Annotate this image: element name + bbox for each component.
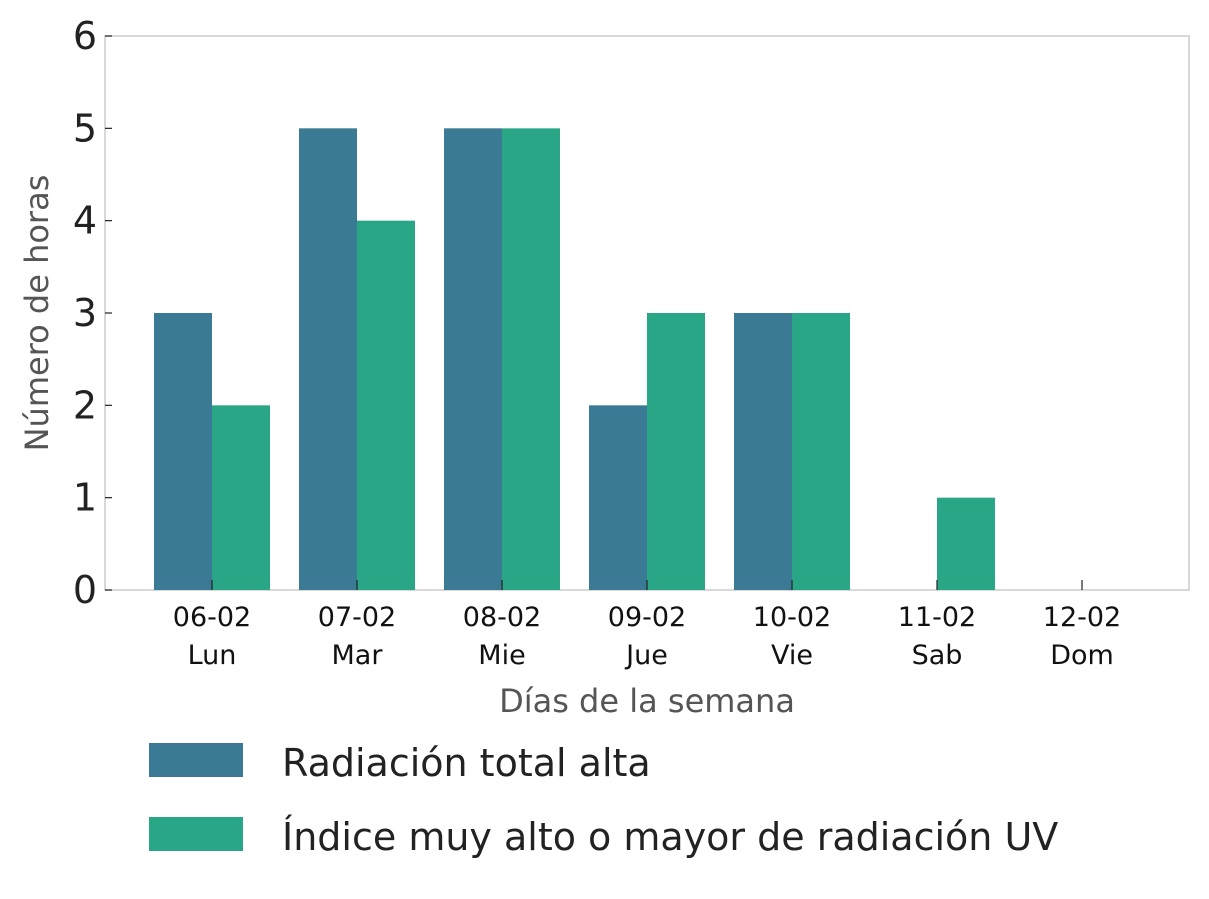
y-tick-label-5: 5 bbox=[73, 106, 97, 150]
bar-s2-11-02 bbox=[937, 497, 995, 590]
bar-s2-10-02 bbox=[792, 313, 850, 590]
y-tick-label-6: 6 bbox=[73, 14, 97, 58]
y-tick-label-3: 3 bbox=[73, 291, 97, 335]
x-tick-day-Lun: Lun bbox=[188, 640, 237, 671]
legend-swatch-1 bbox=[149, 743, 243, 777]
x-tick-date-08-02: 08-02 bbox=[463, 602, 541, 633]
bar-s2-06-02 bbox=[212, 405, 270, 590]
x-tick-day-Vie: Vie bbox=[771, 640, 813, 671]
y-axis-title: Número de horas bbox=[18, 175, 56, 452]
x-tick-date-07-02: 07-02 bbox=[318, 602, 396, 633]
x-tick-day-Sab: Sab bbox=[912, 640, 963, 671]
y-axis-ticks: 0 1 2 3 4 5 6 bbox=[73, 14, 112, 612]
bar-s2-08-02 bbox=[502, 128, 560, 591]
x-axis-ticks: 06-02 Lun 07-02 Mar 08-02 Mie 09-02 Jue 10-02 Vie… bbox=[173, 580, 1121, 671]
y-tick-label-4: 4 bbox=[73, 199, 97, 243]
y-tick-label-0: 0 bbox=[73, 568, 97, 612]
bar-s1-09-02 bbox=[589, 405, 647, 590]
legend-swatch-2 bbox=[149, 817, 243, 851]
x-tick-day-Mar: Mar bbox=[332, 640, 384, 671]
x-tick-day-Jue: Jue bbox=[624, 640, 668, 671]
x-tick-date-06-02: 06-02 bbox=[173, 602, 251, 633]
x-tick-day-Mie: Mie bbox=[478, 640, 525, 671]
x-tick-day-Dom: Dom bbox=[1050, 640, 1114, 671]
bar-s1-08-02 bbox=[444, 128, 502, 591]
bar-s1-07-02 bbox=[299, 128, 357, 591]
x-tick-date-10-02: 10-02 bbox=[753, 602, 831, 633]
legend: Radiación total alta Índice muy alto o ma… bbox=[149, 741, 1058, 859]
y-tick-label-2: 2 bbox=[73, 383, 97, 427]
bar-s1-06-02 bbox=[154, 313, 212, 590]
legend-label-2: Índice muy alto o mayor de radiación UV bbox=[282, 815, 1058, 859]
bar-s2-09-02 bbox=[647, 313, 705, 590]
y-tick-label-1: 1 bbox=[73, 476, 97, 520]
x-axis-title: Días de la semana bbox=[499, 682, 795, 720]
x-tick-date-11-02: 11-02 bbox=[898, 602, 976, 633]
x-tick-date-09-02: 09-02 bbox=[608, 602, 686, 633]
x-tick-date-12-02: 12-02 bbox=[1043, 602, 1121, 633]
bars-layer bbox=[154, 128, 995, 591]
bar-s1-10-02 bbox=[734, 313, 792, 590]
bar-s2-07-02 bbox=[357, 220, 415, 590]
legend-label-1: Radiación total alta bbox=[282, 741, 651, 785]
